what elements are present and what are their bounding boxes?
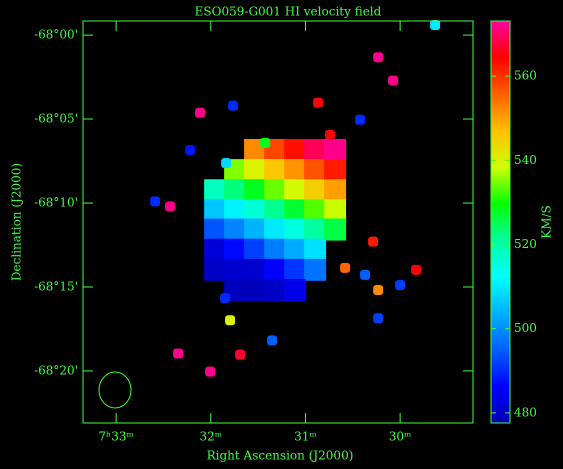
y-tick-label: -68°15' bbox=[34, 279, 78, 293]
velocity-cell bbox=[284, 258, 307, 281]
colorbar-label: KM/S bbox=[540, 205, 554, 239]
x-tick-label: 7ʰ33ᵐ bbox=[98, 430, 133, 444]
velocity-cell bbox=[324, 138, 347, 161]
y-tick-label: -68°00' bbox=[34, 28, 78, 42]
velocity-clump bbox=[388, 75, 399, 86]
velocity-clump bbox=[228, 100, 239, 111]
velocity-cell bbox=[284, 179, 307, 202]
velocity-clump bbox=[221, 158, 232, 169]
velocity-clump bbox=[340, 262, 351, 273]
velocity-clump bbox=[325, 129, 336, 140]
colorbar bbox=[491, 21, 510, 423]
velocity-clump bbox=[267, 335, 278, 346]
x-tick-label: 32ᵐ bbox=[199, 430, 222, 444]
velocity-cell bbox=[224, 238, 247, 261]
x-tick-label: 30ᵐ bbox=[389, 430, 412, 444]
velocity-cell bbox=[304, 179, 327, 202]
velocity-cell bbox=[224, 179, 247, 202]
velocity-cell bbox=[324, 218, 347, 241]
velocity-cell bbox=[284, 238, 307, 261]
velocity-cell bbox=[304, 238, 327, 261]
velocity-cell bbox=[324, 179, 347, 202]
y-tick-label: -68°05' bbox=[34, 112, 78, 126]
velocity-cell bbox=[264, 238, 287, 261]
y-axis-label: Declination (J2000) bbox=[10, 163, 24, 281]
velocity-clump bbox=[368, 236, 379, 247]
velocity-clump bbox=[220, 293, 231, 304]
colorbar-frame bbox=[490, 20, 511, 424]
chart-title: ESO059-G001 HI velocity field bbox=[195, 5, 382, 19]
colorbar-tick-label: 480 bbox=[514, 405, 537, 419]
y-tick-label: -68°20' bbox=[34, 363, 78, 377]
velocity-cell bbox=[284, 138, 307, 161]
colorbar-tick-label: 560 bbox=[514, 69, 537, 83]
velocity-clump bbox=[395, 279, 406, 290]
velocity-cell bbox=[264, 159, 287, 182]
y-tick-label: -68°10' bbox=[34, 196, 78, 210]
velocity-clump bbox=[235, 349, 246, 360]
velocity-cell bbox=[244, 179, 267, 202]
velocity-cell bbox=[264, 218, 287, 241]
velocity-cell bbox=[264, 279, 287, 302]
velocity-clump bbox=[173, 348, 184, 359]
velocity-cell bbox=[204, 218, 227, 241]
velocity-cell bbox=[224, 258, 247, 281]
velocity-cell bbox=[204, 179, 227, 202]
velocity-clump bbox=[411, 264, 422, 275]
plot-frame bbox=[82, 20, 474, 424]
velocity-clump bbox=[373, 52, 384, 63]
velocity-cell bbox=[324, 199, 347, 222]
velocity-cell bbox=[244, 218, 267, 241]
velocity-cell bbox=[244, 258, 267, 281]
colorbar-tick-label: 540 bbox=[514, 153, 537, 167]
velocity-clump bbox=[430, 20, 441, 31]
velocity-cell bbox=[244, 238, 267, 261]
velocity-cell bbox=[204, 199, 227, 222]
velocity-cell bbox=[304, 138, 327, 161]
velocity-cell bbox=[304, 199, 327, 222]
velocity-clump bbox=[195, 107, 206, 118]
x-tick-label: 31ᵐ bbox=[294, 430, 317, 444]
beam bbox=[98, 371, 132, 409]
colorbar-tick-label: 520 bbox=[514, 237, 537, 251]
velocity-cell bbox=[204, 258, 227, 281]
velocity-clump bbox=[165, 201, 176, 212]
velocity-cell bbox=[284, 199, 307, 222]
velocity-cell bbox=[284, 218, 307, 241]
colorbar-tick-label: 500 bbox=[514, 321, 537, 335]
velocity-cell bbox=[244, 279, 267, 302]
velocity-cell bbox=[264, 179, 287, 202]
velocity-clump bbox=[313, 97, 324, 108]
velocity-cell bbox=[284, 279, 307, 302]
velocity-clump bbox=[373, 313, 384, 324]
velocity-cell bbox=[304, 218, 327, 241]
velocity-clump bbox=[225, 315, 236, 326]
velocity-clump bbox=[205, 366, 216, 377]
velocity-clump bbox=[150, 196, 161, 207]
velocity-cell bbox=[264, 258, 287, 281]
velocity-cell bbox=[324, 159, 347, 182]
velocity-clump bbox=[355, 114, 366, 125]
velocity-cell bbox=[304, 159, 327, 182]
x-axis-label: Right Ascension (J2000) bbox=[207, 449, 354, 463]
velocity-cell bbox=[284, 159, 307, 182]
velocity-cell bbox=[224, 218, 247, 241]
map-layer bbox=[150, 20, 441, 377]
velocity-cell bbox=[204, 238, 227, 261]
velocity-clump bbox=[185, 144, 196, 155]
velocity-cell bbox=[264, 199, 287, 222]
velocity-cell bbox=[224, 199, 247, 222]
velocity-clump bbox=[360, 269, 371, 280]
velocity-cell bbox=[244, 199, 267, 222]
velocity-clump bbox=[373, 285, 384, 296]
velocity-clump bbox=[260, 137, 271, 148]
velocity-cell bbox=[244, 159, 267, 182]
velocity-cell bbox=[304, 258, 327, 281]
